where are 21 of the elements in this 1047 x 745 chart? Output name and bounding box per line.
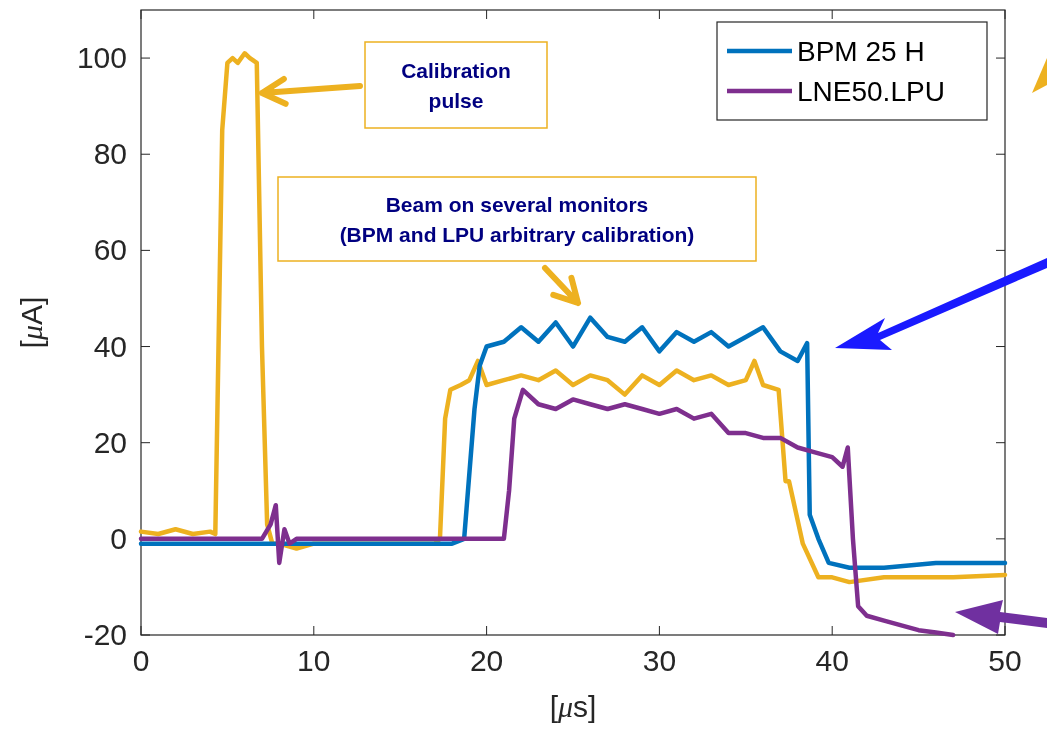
x-axis-title: [μs]: [549, 690, 597, 723]
y-tick-label: 80: [93, 137, 127, 171]
x-tick-label: 50: [988, 644, 1022, 677]
x-tick-label: 0: [132, 644, 150, 677]
y-tick-label: 20: [93, 425, 127, 459]
x-tick-label: 40: [815, 644, 849, 677]
annotation: Beam on several monitors (BPM and LPU arbitrary calibration): [339, 193, 695, 246]
line-series: [138, 315, 1008, 570]
y-tick-label: 60: [93, 233, 127, 267]
x-tick-label: 30: [642, 644, 677, 677]
annotation: Calibration pulse: [401, 59, 511, 112]
y-tick-label: 40: [93, 329, 127, 363]
x-tick-label: 20: [469, 644, 504, 677]
y-axis-title: [μA]: [15, 296, 48, 349]
line-series: [138, 387, 956, 638]
legend-label: BPM 25 H: [797, 36, 925, 67]
y-tick-label: 100: [76, 41, 127, 75]
y-tick-label: -20: [83, 618, 127, 651]
x-tick-label: 10: [297, 644, 331, 677]
y-tick-label: 0: [110, 521, 127, 555]
legend-label: LNE50.LPU: [797, 76, 945, 107]
